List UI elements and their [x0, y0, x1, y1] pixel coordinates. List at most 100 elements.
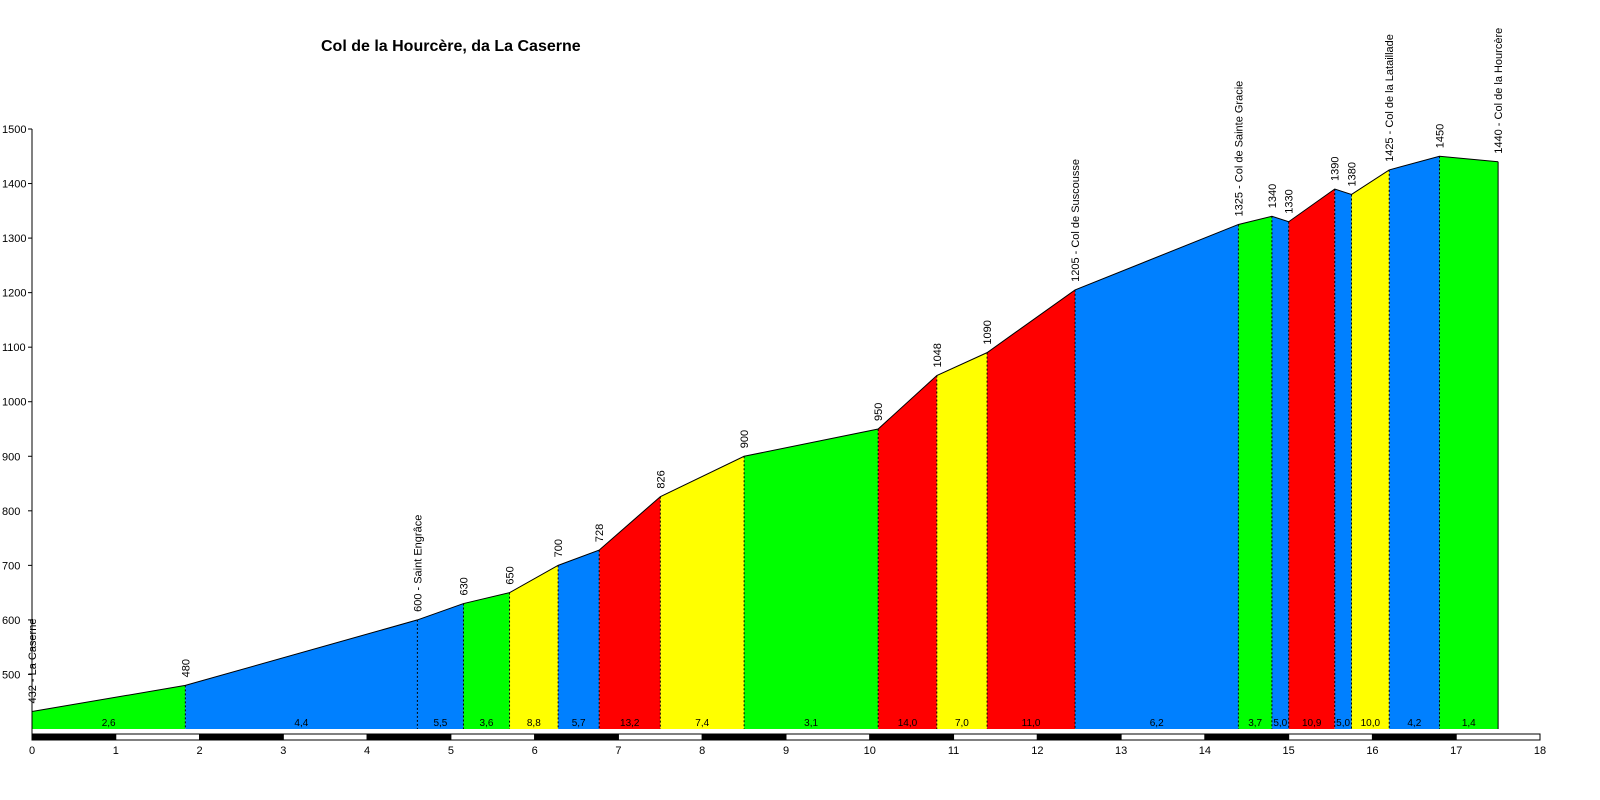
distance-bar-block: [1120, 733, 1206, 741]
x-tick-label: 18: [1534, 745, 1546, 757]
point-label: 1325 - Col de Sainte Gracie: [1233, 81, 1245, 217]
y-tick-label: 700: [2, 560, 20, 572]
y-tick-label: 900: [2, 451, 20, 463]
distance-bar-block: [617, 733, 703, 741]
segment-fill: [744, 429, 879, 729]
point-label: 1330: [1284, 189, 1296, 213]
y-tick-label: 800: [2, 506, 20, 518]
point-label: 630: [458, 577, 470, 595]
x-tick-label: 1: [113, 745, 119, 757]
gradient-label: 10,0: [1361, 718, 1381, 729]
gradient-label: 11,0: [1022, 718, 1041, 729]
point-label: 1390: [1330, 157, 1342, 181]
segment-fill: [1271, 216, 1289, 730]
point-label: 1205 - Col de Suscousse: [1070, 159, 1082, 282]
x-tick-label: 14: [1199, 745, 1211, 757]
point-label: 650: [505, 566, 517, 584]
distance-bar-block: [785, 733, 871, 741]
gradient-labels: 2,6 4,4 5,5 3,6 8,8 5,7 13,2 7,4 3,1 14,0 7,0 11,0 6…: [102, 718, 1476, 729]
point-label: 1450: [1434, 124, 1446, 148]
gradient-label: 7,4: [695, 718, 709, 729]
segment-fill: [1075, 224, 1239, 730]
gradient-label: 7,0: [955, 718, 969, 729]
gradient-label: 14,0: [898, 718, 918, 729]
gradient-label: 10,9: [1302, 718, 1322, 729]
x-tick-label: 15: [1283, 745, 1295, 757]
gradient-label: 5,7: [572, 718, 586, 729]
y-tick-label: 1300: [2, 233, 26, 245]
x-tick-label: 0: [29, 745, 35, 757]
gradient-label: 3,7: [1248, 718, 1262, 729]
distance-bar-block: [282, 733, 368, 741]
gradient-label: 8,8: [527, 718, 541, 729]
segment-fill: [1288, 189, 1335, 729]
segment-fill: [1439, 156, 1499, 730]
point-label: 1048: [932, 343, 944, 367]
distance-bar-block: [1288, 733, 1373, 741]
segment-fill: [185, 619, 418, 729]
point-labels: 432 - La Caserne 480 600 - Saint Engrâce 63…: [27, 28, 1505, 704]
distance-bar: [31, 733, 1541, 741]
gradient-label: 5,5: [433, 718, 447, 729]
segment-fills: [32, 156, 1499, 730]
segment-fill: [1238, 216, 1272, 730]
segment-fill: [987, 289, 1076, 729]
point-label: 480: [180, 659, 192, 677]
point-label: 700: [553, 539, 565, 557]
point-label: 1380: [1347, 162, 1359, 186]
point-label: 1090: [982, 320, 994, 344]
segment-fill: [509, 565, 559, 729]
profile-line: [31, 155, 1499, 713]
distance-bar-block: [534, 733, 619, 741]
segment-fill: [417, 603, 464, 729]
segment-fill: [599, 496, 661, 729]
point-label: 950: [873, 403, 885, 421]
y-tick-label: 500: [2, 669, 20, 681]
gradient-label: 4,2: [1407, 718, 1421, 729]
distance-bar-block: [701, 733, 787, 741]
x-tick-label: 12: [1031, 745, 1043, 757]
x-tick-label: 8: [699, 745, 705, 757]
segment-fill: [1351, 169, 1390, 730]
gradient-label: 2,6: [102, 718, 116, 729]
gradient-label: 5,0: [1336, 718, 1350, 729]
point-label: 728: [594, 524, 606, 542]
x-tick-label: 6: [532, 745, 538, 757]
x-tick-label: 9: [783, 745, 789, 757]
segment-dividers: [184, 156, 1499, 729]
x-tick-label: 13: [1115, 745, 1127, 757]
x-tick-label: 7: [615, 745, 621, 757]
profile-outline: [31, 155, 1499, 713]
x-tick-label: 3: [280, 745, 286, 757]
point-label: 600 - Saint Engrâce: [412, 515, 424, 612]
gradient-label: 3,6: [480, 718, 494, 729]
distance-bar-block: [115, 733, 201, 741]
x-tick-label: 2: [196, 745, 202, 757]
distance-bar-block: [1204, 733, 1290, 741]
axes: 500 600 700 800 900 1000 1100 1200 1300 1400 1500 0…: [2, 124, 1546, 757]
x-tick-label: 10: [864, 745, 876, 757]
point-label: 432 - La Caserne: [27, 619, 39, 704]
x-tick-label: 5: [448, 745, 454, 757]
distance-bar-block: [199, 733, 284, 741]
point-label: 826: [655, 470, 667, 488]
distance-bar-block: [1455, 733, 1541, 741]
distance-bar-block: [869, 733, 955, 741]
distance-bar-block: [450, 733, 536, 741]
segment-fill: [32, 685, 186, 729]
x-tick-label: 16: [1366, 745, 1378, 757]
segment-fill: [558, 550, 600, 729]
distance-bar-block: [31, 733, 117, 741]
distance-bar-block: [953, 733, 1038, 741]
segment-fill: [463, 592, 510, 729]
segment-fill: [1389, 156, 1440, 730]
chart-title: Col de la Hourcère, da La Caserne: [321, 38, 581, 55]
y-tick-label: 1200: [2, 288, 26, 300]
gradient-label: 5,0: [1273, 718, 1287, 729]
distance-bar-block: [1036, 733, 1122, 741]
point-label: 1425 - Col de la Lataillade: [1384, 34, 1396, 162]
gradient-label: 3,1: [804, 718, 818, 729]
y-tick-label: 600: [2, 615, 20, 627]
gradient-label: 13,2: [620, 718, 640, 729]
